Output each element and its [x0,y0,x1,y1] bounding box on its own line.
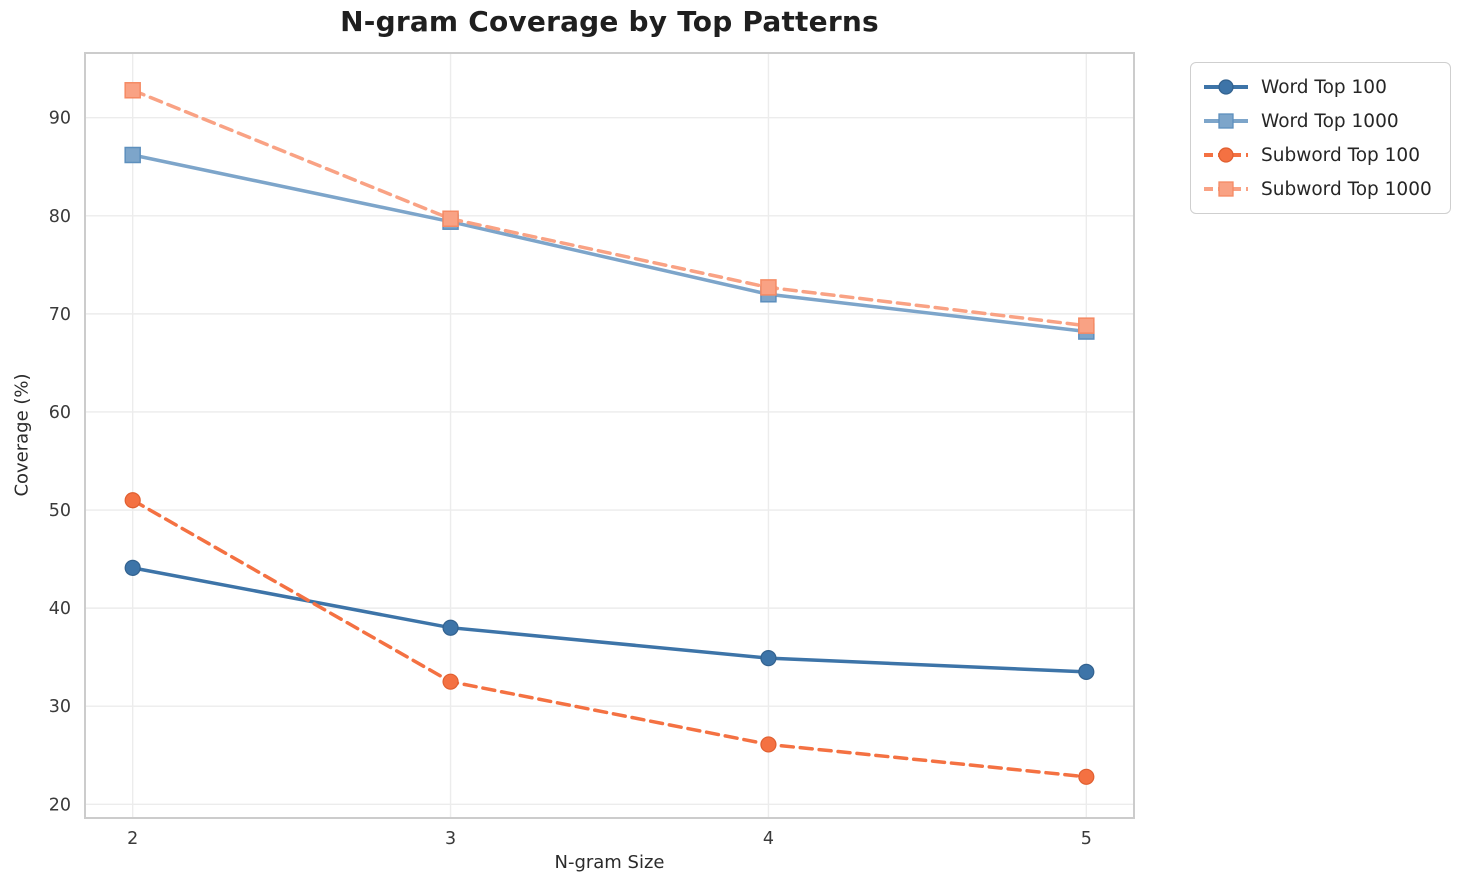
data-point-marker [124,559,141,577]
y-tick-label: 30 [49,697,71,717]
x-tick-label: 5 [1081,829,1092,849]
legend-item-word-top-1000: Word Top 1000 [1203,107,1432,135]
data-point-marker [1078,768,1095,785]
x-tick-label: 2 [127,829,138,849]
y-tick-label: 50 [49,501,71,521]
y-tick-label: 40 [49,599,71,619]
y-tick-label: 90 [49,109,71,129]
legend-label: Subword Top 100 [1261,144,1420,166]
plot-frame [84,52,1135,819]
legend-item-subword-top-1000: Subword Top 1000 [1203,175,1432,203]
legend-line-square-marker-icon [1204,181,1248,197]
data-point-marker [760,736,777,753]
legend-line-circle-marker-icon [1204,79,1248,95]
data-point-marker [442,210,459,227]
data-point-marker [442,673,459,690]
legend-line-square-marker-icon [1204,113,1248,129]
series-line-subword-top-1000 [130,88,1089,328]
series-line-word-top-1000 [130,153,1089,334]
data-point-marker [1078,317,1095,334]
x-tick-label: 3 [445,829,456,849]
data-point-marker [442,619,459,636]
legend: Word Top 100 Word Top 1000 Subword Top 100… [1190,62,1451,214]
x-tick-label: 4 [763,829,774,849]
chart-title: N-gram Coverage by Top Patterns [340,5,879,38]
legend-item-subword-top-100: Subword Top 100 [1203,141,1432,169]
data-point-marker [760,650,777,667]
legend-line-circle-marker-icon [1204,147,1248,163]
legend-item-word-top-100: Word Top 100 [1203,73,1432,101]
data-point-marker [124,82,141,99]
y-tick-label: 60 [49,403,71,423]
series-line-word-top-100 [130,566,1089,674]
y-tick-label: 70 [49,305,71,325]
series-line-subword-top-100 [130,498,1089,779]
legend-label: Word Top 100 [1261,76,1387,98]
data-point-marker [760,279,777,296]
legend-label: Word Top 1000 [1261,110,1399,132]
y-tick-label: 20 [49,795,71,815]
legend-label: Subword Top 1000 [1261,178,1432,200]
x-axis-label: N-gram Size [554,852,665,873]
data-point-marker [124,492,141,509]
data-point-marker [1078,663,1095,680]
data-point-marker [124,146,141,164]
y-tick-label: 80 [49,207,71,227]
